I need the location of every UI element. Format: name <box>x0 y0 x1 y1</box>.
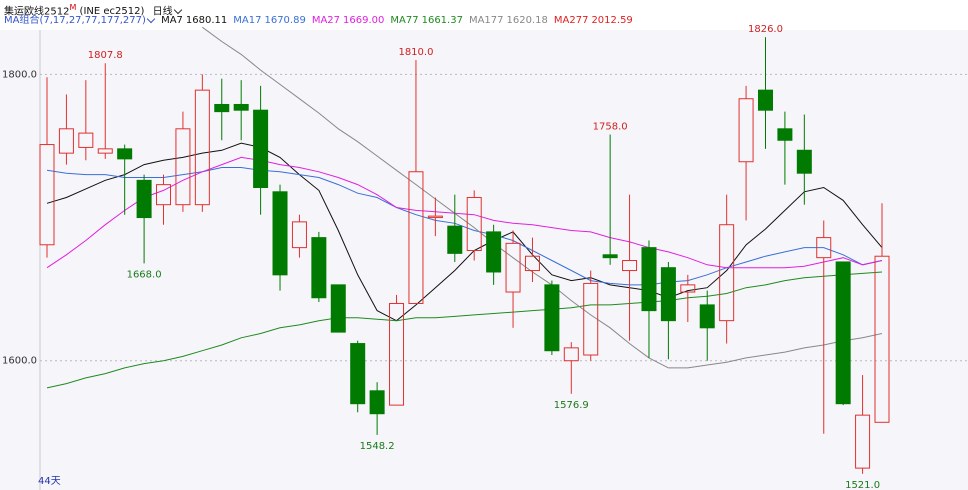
y-tick-label: 1600.0 <box>2 356 37 367</box>
low-label: 1548.2 <box>360 441 395 452</box>
high-label: 1810.0 <box>398 47 433 58</box>
high-label: 1826.0 <box>748 24 783 35</box>
candle-body <box>486 231 502 273</box>
candle-body <box>816 237 832 259</box>
legend-value: 1661.37 <box>421 15 463 26</box>
candle-body <box>427 215 443 219</box>
low-label: 1521.0 <box>845 480 880 490</box>
legend-value: 1620.18 <box>506 15 548 26</box>
candle-body <box>175 128 191 206</box>
candle-body <box>505 242 521 293</box>
ma-line <box>46 142 883 322</box>
candle-body <box>680 284 696 293</box>
candle-body <box>272 191 288 276</box>
candle-body <box>641 247 657 312</box>
legend-name: MA27 <box>311 15 341 26</box>
candle-body <box>777 128 793 141</box>
candle-body <box>369 390 385 415</box>
candle-body <box>660 267 676 322</box>
candle-body <box>117 148 133 160</box>
candle-body <box>447 225 463 254</box>
title-mark: M <box>69 3 77 12</box>
candle-body <box>602 254 618 259</box>
header-bg <box>0 0 968 30</box>
period[interactable]: 日线 <box>152 6 173 18</box>
legend: MA组合(7,17,27,77,177,277) MA7 1680.11 MA17 1… <box>4 14 639 27</box>
ma-line <box>46 167 883 286</box>
legend-name: MA7 <box>161 15 183 26</box>
candle-body <box>583 282 599 356</box>
legend-value: 1670.89 <box>264 15 306 26</box>
legend-value: 1669.00 <box>343 15 385 26</box>
candle-body <box>389 302 405 406</box>
candle-body <box>757 89 773 111</box>
candle-body <box>738 98 754 163</box>
title: 集运欧线2512 <box>4 6 70 18</box>
candle-body <box>39 144 55 246</box>
indicator-dropdown[interactable] <box>146 14 156 24</box>
candle-body <box>466 197 482 252</box>
candle-body <box>97 148 113 154</box>
candle-body <box>835 261 851 405</box>
candle-body <box>136 179 152 219</box>
legend-value: 2012.59 <box>591 15 633 26</box>
candle-body <box>291 221 307 249</box>
candle-body <box>874 255 890 423</box>
candle-body <box>524 255 540 272</box>
candle-body <box>699 304 715 329</box>
candle-body <box>156 184 172 206</box>
candle-body <box>855 414 871 469</box>
candle-body <box>311 237 327 299</box>
y-tick-label: 1800.0 <box>2 69 37 80</box>
candle-body <box>58 128 74 154</box>
legend-value: 1680.11 <box>185 15 228 26</box>
candle-body <box>233 103 249 111</box>
legend-name: MA77 <box>390 15 419 26</box>
legend-name: MA17 <box>233 15 262 26</box>
symbol: (INE ec2512) <box>79 6 145 18</box>
candle-body <box>350 343 366 405</box>
candle-body <box>719 224 735 322</box>
indicator[interactable]: MA组合(7,17,27,77,177,277) <box>4 15 146 26</box>
ma-line <box>46 271 883 389</box>
high-label: 1758.0 <box>593 122 628 133</box>
candle-body <box>544 284 560 352</box>
legend-name: MA177 <box>468 15 504 26</box>
legend-name: MA277 <box>553 15 589 26</box>
candle-body <box>563 347 579 362</box>
candle-body <box>330 284 346 333</box>
header-title: 集运欧线2512M (INE ec2512) 日线 <box>4 1 185 18</box>
candle-body <box>796 149 812 174</box>
bars-count: 44天 <box>38 476 61 487</box>
candle-body <box>194 89 210 206</box>
candle-body <box>622 260 638 272</box>
ma-line <box>46 156 883 269</box>
low-label: 1668.0 <box>127 269 162 280</box>
candle-body <box>78 132 94 148</box>
low-label: 1576.9 <box>554 400 589 411</box>
high-label: 1807.8 <box>88 50 123 61</box>
candle-body <box>408 171 424 304</box>
candle-body <box>214 103 230 113</box>
candle-body <box>253 109 269 189</box>
ma-line <box>202 26 883 369</box>
